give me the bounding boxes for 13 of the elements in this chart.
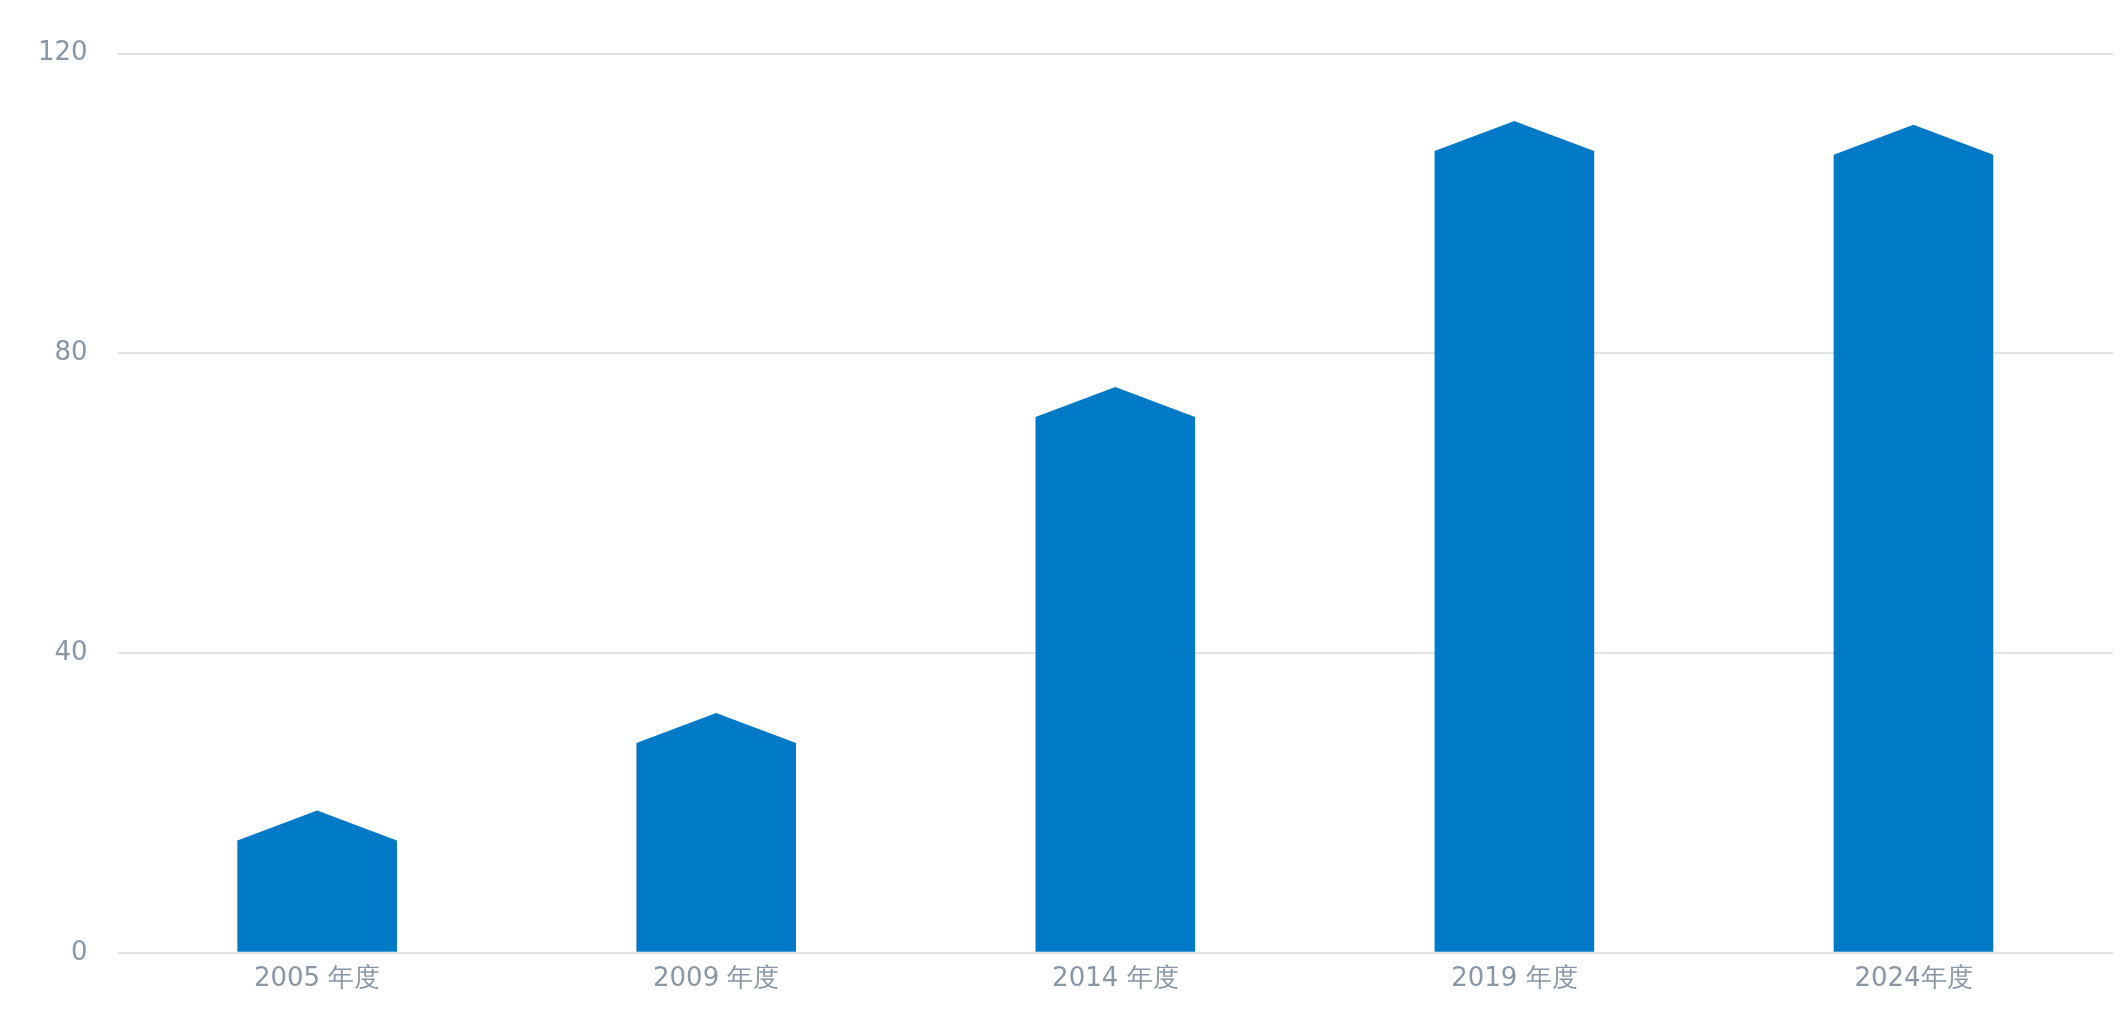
bar [636,713,797,952]
x-tick-label: 2014 年度 [1052,962,1179,993]
y-tick-label: 120 [37,36,88,67]
x-tick-label: 2024年度 [1854,962,1973,993]
y-tick-label: 40 [54,635,88,666]
x-tick-label: 2019 年度 [1451,962,1578,993]
bar [1833,124,1994,952]
x-tick-label: 2005 年度 [253,962,381,993]
y-tick-label: 0 [71,935,88,966]
y-tick-label: 80 [54,336,88,367]
bar [1035,387,1196,952]
x-tick-label: 2009 年度 [653,962,780,993]
bar [1434,121,1595,952]
